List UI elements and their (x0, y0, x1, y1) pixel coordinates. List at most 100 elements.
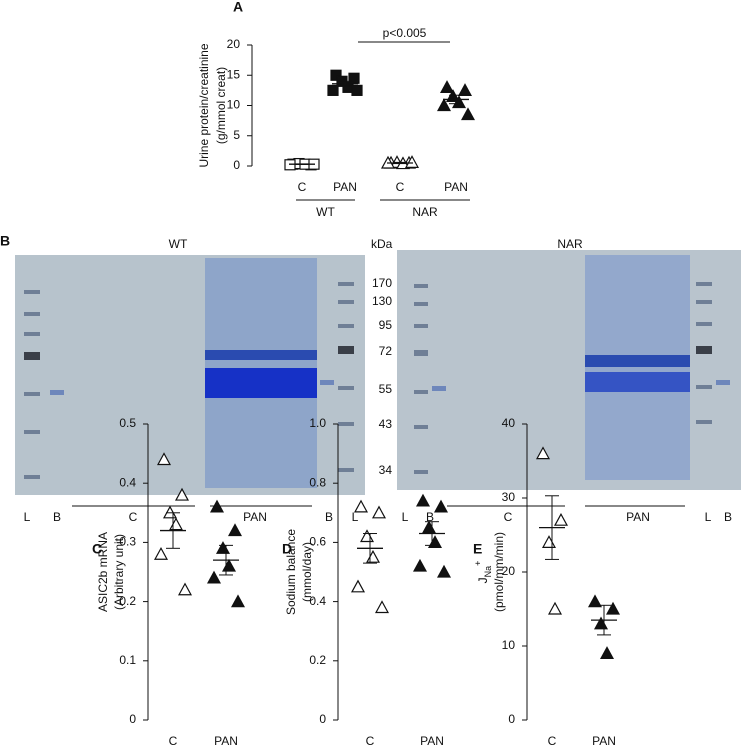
data-point (168, 517, 184, 531)
group-label: WT (316, 205, 335, 219)
data-point (227, 523, 243, 537)
x-tick-label: PAN (214, 734, 238, 748)
x-tick-label: C (298, 180, 307, 194)
panel-letter: B (0, 233, 10, 249)
marker-label: 95 (379, 318, 393, 332)
panel-letter: A (233, 0, 243, 15)
y-axis-label-part: J (476, 577, 490, 583)
x-tick-label: PAN (592, 734, 616, 748)
y-axis-label: (pmol/mm/min) (492, 532, 506, 612)
y-axis-label-part: + (473, 561, 483, 566)
gel-title: NAR (557, 237, 583, 251)
lane-label: L (352, 510, 359, 524)
data-point (365, 549, 381, 563)
y-tick-label: 0.4 (119, 475, 136, 489)
data-point (547, 601, 563, 615)
data-point (359, 529, 375, 543)
data-point (412, 558, 428, 572)
data-point (457, 83, 473, 96)
data-point (230, 594, 246, 608)
data-point (436, 98, 452, 112)
y-axis-label: (Arbitrary unit) (112, 534, 126, 610)
y-tick-label: 10 (502, 638, 516, 652)
data-point (330, 69, 342, 81)
y-tick-label: 30 (502, 490, 516, 504)
y-tick-label: 0 (319, 712, 326, 726)
data-point (599, 646, 615, 660)
data-point (174, 487, 190, 501)
lane-label: PAN (243, 510, 267, 524)
data-point (374, 600, 390, 614)
marker-label: 170 (372, 276, 392, 290)
lane-label: C (504, 510, 513, 524)
data-point (587, 594, 603, 608)
y-tick-label: 0.4 (309, 594, 326, 608)
data-point (541, 535, 557, 549)
ladder-bands (24, 282, 712, 479)
lane-label: C (129, 510, 138, 524)
panel-letter: D (282, 541, 292, 557)
dot-plot: A 0 5 10 15 20 Urine protein/creatinine (g/mmol… (197, 0, 476, 219)
x-tick-label: C (366, 734, 375, 748)
data-point (153, 546, 169, 560)
lane-label: PAN (626, 510, 650, 524)
data-point (433, 499, 449, 513)
data-point (327, 84, 339, 96)
dot-plot: D 0 0.2 0.4 0.6 0.8 1.0 Sodium balance (mmol/day… (282, 416, 452, 748)
gel-title: WT (169, 237, 188, 251)
group-label: NAR (412, 205, 438, 219)
data-point (371, 505, 387, 519)
protein-bands (50, 255, 730, 488)
lane-label: B (325, 510, 333, 524)
x-tick-label: C (548, 734, 557, 748)
data-point (605, 601, 621, 615)
y-tick-label: 0.2 (309, 653, 326, 667)
data-point (415, 493, 431, 507)
marker-label: 130 (372, 294, 392, 308)
y-tick-label: 0 (233, 158, 240, 172)
data-point (350, 579, 366, 593)
y-tick-label: 0 (508, 712, 515, 726)
x-tick-label: C (169, 734, 178, 748)
lane-label: L (402, 510, 409, 524)
lane-label: B (724, 510, 732, 524)
annotation: p<0.005 (383, 26, 427, 40)
lane-label: B (53, 510, 61, 524)
y-tick-label: 0.5 (119, 416, 136, 430)
x-tick-label: PAN (420, 734, 444, 748)
data-point (156, 452, 172, 466)
panel-letter: E (473, 541, 482, 557)
y-axis-label: (mmol/day) (300, 542, 314, 602)
data-point (206, 570, 222, 584)
y-tick-label: 1.0 (309, 416, 326, 430)
x-tick-label: C (396, 180, 405, 194)
data-point (215, 541, 231, 554)
data-point (177, 582, 193, 596)
y-axis-label: JNa+ (473, 561, 493, 584)
marker-label: 34 (379, 463, 393, 477)
data-point (404, 155, 420, 168)
y-axis-label: Urine protein/creatinine (197, 43, 211, 167)
dot-plot: C 0 0.1 0.2 0.3 0.4 0.5 ASIC2b mRNA (Arbitrary u… (92, 416, 246, 748)
y-tick-label: 0.1 (119, 653, 136, 667)
data-point (439, 80, 455, 93)
data-point (353, 499, 369, 513)
y-axis-label: Sodium balance (284, 529, 298, 615)
kda-label: kDa (371, 237, 393, 251)
y-axis-label: (g/mmol creat) (214, 67, 228, 144)
data-point (221, 558, 237, 572)
gel-images (15, 250, 741, 495)
marker-label: 43 (379, 417, 393, 431)
marker-label: 55 (379, 382, 393, 396)
lane-label: L (705, 510, 712, 524)
y-tick-label: 0.3 (119, 535, 136, 549)
y-tick-label: 20 (227, 37, 241, 51)
y-tick-label: 20 (502, 564, 516, 578)
y-tick-label: 0 (129, 712, 136, 726)
lane-label: B (426, 510, 434, 524)
data-point (436, 564, 452, 578)
x-tick-label: PAN (333, 180, 357, 194)
